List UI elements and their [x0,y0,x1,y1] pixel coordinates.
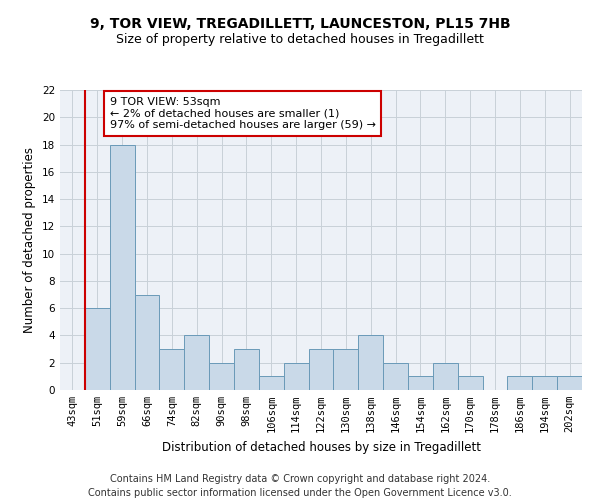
Bar [308,349,334,390]
Bar [234,349,259,390]
Text: Contains HM Land Registry data © Crown copyright and database right 2024.
Contai: Contains HM Land Registry data © Crown c… [88,474,512,498]
Bar [160,349,184,390]
Bar [383,362,408,390]
Bar [458,376,482,390]
X-axis label: Distribution of detached houses by size in Tregadillett: Distribution of detached houses by size … [161,440,481,454]
Bar [184,336,209,390]
Bar [334,349,358,390]
Bar [209,362,234,390]
Text: 9 TOR VIEW: 53sqm
← 2% of detached houses are smaller (1)
97% of semi-detached h: 9 TOR VIEW: 53sqm ← 2% of detached house… [110,97,376,130]
Bar [508,376,532,390]
Text: 9, TOR VIEW, TREGADILLETT, LAUNCESTON, PL15 7HB: 9, TOR VIEW, TREGADILLETT, LAUNCESTON, P… [89,18,511,32]
Bar [532,376,557,390]
Bar [134,294,160,390]
Y-axis label: Number of detached properties: Number of detached properties [23,147,37,333]
Bar [85,308,110,390]
Bar [110,144,134,390]
Bar [358,336,383,390]
Text: Size of property relative to detached houses in Tregadillett: Size of property relative to detached ho… [116,32,484,46]
Bar [408,376,433,390]
Bar [557,376,582,390]
Bar [284,362,308,390]
Bar [259,376,284,390]
Bar [433,362,458,390]
